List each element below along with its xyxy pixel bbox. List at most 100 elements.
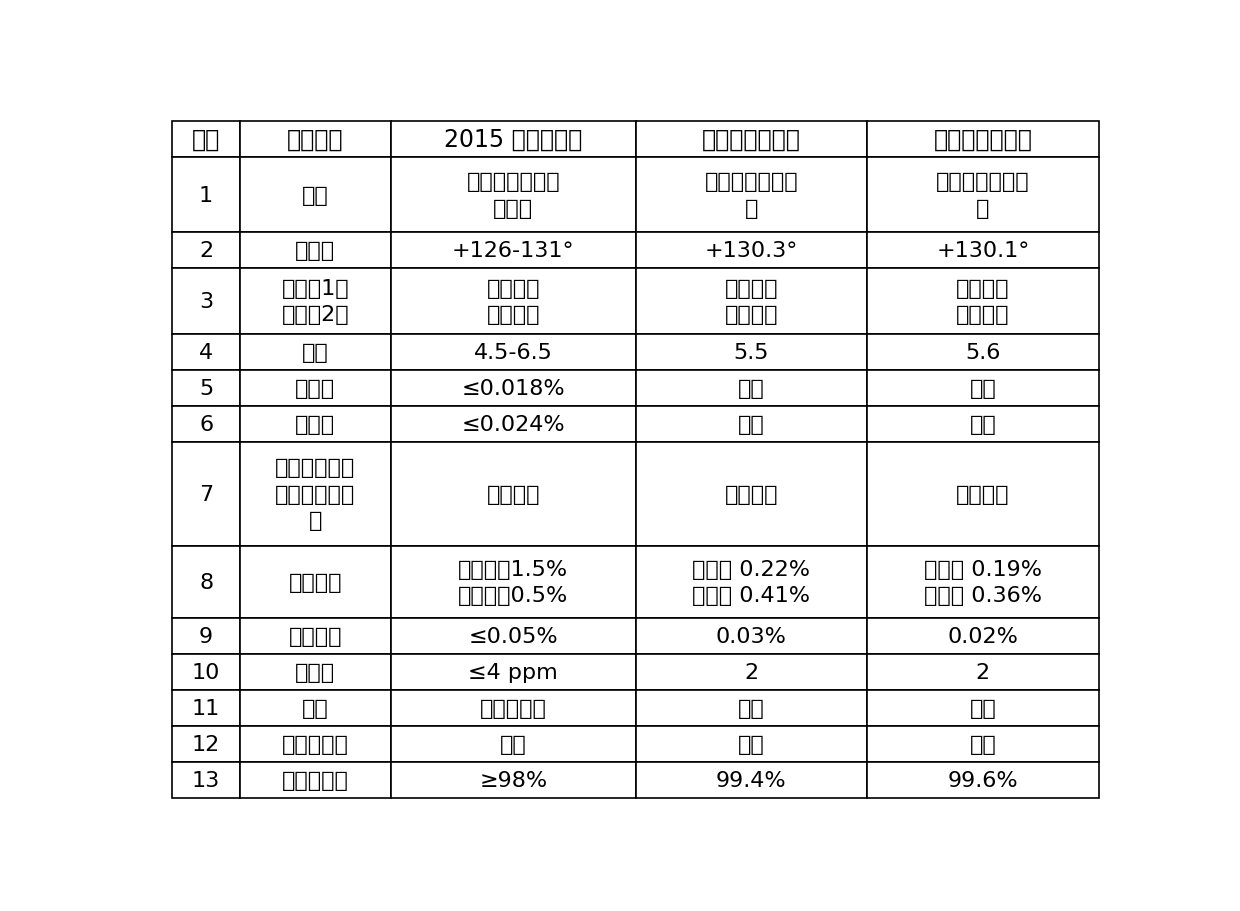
Text: 呈正反应: 呈正反应 <box>486 485 539 505</box>
Bar <box>239 654 391 691</box>
Bar <box>239 406 391 442</box>
Bar <box>239 158 391 233</box>
Text: +126-131°: +126-131° <box>451 241 574 261</box>
Bar <box>239 547 391 619</box>
Bar <box>867 269 1099 334</box>
Text: 酸度: 酸度 <box>303 343 329 363</box>
Bar <box>867 763 1099 798</box>
Text: 8: 8 <box>200 573 213 592</box>
Text: 6: 6 <box>200 415 213 435</box>
Text: 0.03%: 0.03% <box>715 627 786 647</box>
Text: 4: 4 <box>200 343 213 363</box>
Text: 白色结晶体，味
甜: 白色结晶体，味 甜 <box>704 172 799 219</box>
Text: 主峰前 0.19%
主峰后 0.36%: 主峰前 0.19% 主峰后 0.36% <box>924 559 1042 606</box>
Bar <box>867 406 1099 442</box>
Bar <box>239 442 391 547</box>
Bar <box>172 122 239 158</box>
Bar <box>391 269 635 334</box>
Text: 性状: 性状 <box>303 186 329 206</box>
Text: 实例一检验结果: 实例一检验结果 <box>702 128 801 152</box>
Bar <box>391 691 635 726</box>
Text: 2: 2 <box>200 241 213 261</box>
Bar <box>172 726 239 763</box>
Text: 氯化物: 氯化物 <box>295 378 336 398</box>
Text: 空盐: 空盐 <box>303 699 329 718</box>
Bar <box>867 726 1099 763</box>
Bar <box>391 233 635 269</box>
Text: 呈正反应: 呈正反应 <box>724 485 777 505</box>
Text: 合格: 合格 <box>970 378 996 398</box>
Bar <box>635 269 867 334</box>
Bar <box>172 269 239 334</box>
Bar <box>239 726 391 763</box>
Text: 重金属: 重金属 <box>295 662 336 682</box>
Text: ≤4 ppm: ≤4 ppm <box>469 662 558 682</box>
Text: 10: 10 <box>192 662 221 682</box>
Text: 3: 3 <box>200 292 213 312</box>
Text: 白色结晶体，味
甜: 白色结晶体，味 甜 <box>936 172 1029 219</box>
Text: 合格: 合格 <box>738 734 765 754</box>
Bar <box>635 334 867 370</box>
Text: ≤0.05%: ≤0.05% <box>469 627 558 647</box>
Bar <box>391 654 635 691</box>
Text: 2: 2 <box>744 662 759 682</box>
Bar <box>172 334 239 370</box>
Bar <box>867 334 1099 370</box>
Bar <box>172 442 239 547</box>
Text: 5.5: 5.5 <box>734 343 769 363</box>
Text: 主峰前＜1.5%
主峰后＜0.5%: 主峰前＜1.5% 主峰后＜0.5% <box>458 559 568 606</box>
Bar <box>172 763 239 798</box>
Bar <box>635 547 867 619</box>
Bar <box>172 233 239 269</box>
Text: 合格: 合格 <box>500 734 527 754</box>
Bar <box>391 334 635 370</box>
Text: 有关物质: 有关物质 <box>289 573 342 592</box>
Text: 合格: 合格 <box>738 699 765 718</box>
Bar <box>635 442 867 547</box>
Text: 微生物限度: 微生物限度 <box>281 734 348 754</box>
Bar <box>635 370 867 406</box>
Text: 白色结晶或结晶
性粉末: 白色结晶或结晶 性粉末 <box>466 172 560 219</box>
Text: 合格: 合格 <box>970 734 996 754</box>
Bar <box>635 763 867 798</box>
Text: 鉴别（1）
鉴别（2）: 鉴别（1） 鉴别（2） <box>281 279 350 325</box>
Bar <box>867 442 1099 547</box>
Bar <box>635 233 867 269</box>
Bar <box>867 547 1099 619</box>
Bar <box>172 691 239 726</box>
Bar <box>391 763 635 798</box>
Bar <box>635 619 867 654</box>
Bar <box>172 406 239 442</box>
Text: ≤0.018%: ≤0.018% <box>461 378 565 398</box>
Bar <box>867 370 1099 406</box>
Text: +130.3°: +130.3° <box>704 241 799 261</box>
Text: 呈正反应
呈正反应: 呈正反应 呈正反应 <box>724 279 777 325</box>
Text: 2015 版药典标准: 2015 版药典标准 <box>444 128 583 152</box>
Text: 呈正反应
呈正反应: 呈正反应 呈正反应 <box>956 279 1009 325</box>
Bar <box>239 691 391 726</box>
Bar <box>391 406 635 442</box>
Text: 序号: 序号 <box>192 128 221 152</box>
Text: 99.4%: 99.4% <box>715 770 786 790</box>
Text: 1: 1 <box>200 186 213 206</box>
Text: 13: 13 <box>192 770 221 790</box>
Text: 合格: 合格 <box>970 415 996 435</box>
Bar <box>635 122 867 158</box>
Bar <box>391 547 635 619</box>
Bar <box>867 122 1099 158</box>
Bar <box>635 654 867 691</box>
Bar <box>172 654 239 691</box>
Bar <box>391 619 635 654</box>
Text: 主峰前 0.22%
主峰后 0.41%: 主峰前 0.22% 主峰后 0.41% <box>692 559 810 606</box>
Text: 5.6: 5.6 <box>965 343 1001 363</box>
Bar <box>867 158 1099 233</box>
Bar <box>867 233 1099 269</box>
Text: 0.02%: 0.02% <box>947 627 1018 647</box>
Bar <box>239 122 391 158</box>
Text: 99.6%: 99.6% <box>947 770 1018 790</box>
Text: 合格: 合格 <box>738 378 765 398</box>
Bar <box>239 334 391 370</box>
Text: 2: 2 <box>976 662 990 682</box>
Bar <box>172 619 239 654</box>
Bar <box>635 158 867 233</box>
